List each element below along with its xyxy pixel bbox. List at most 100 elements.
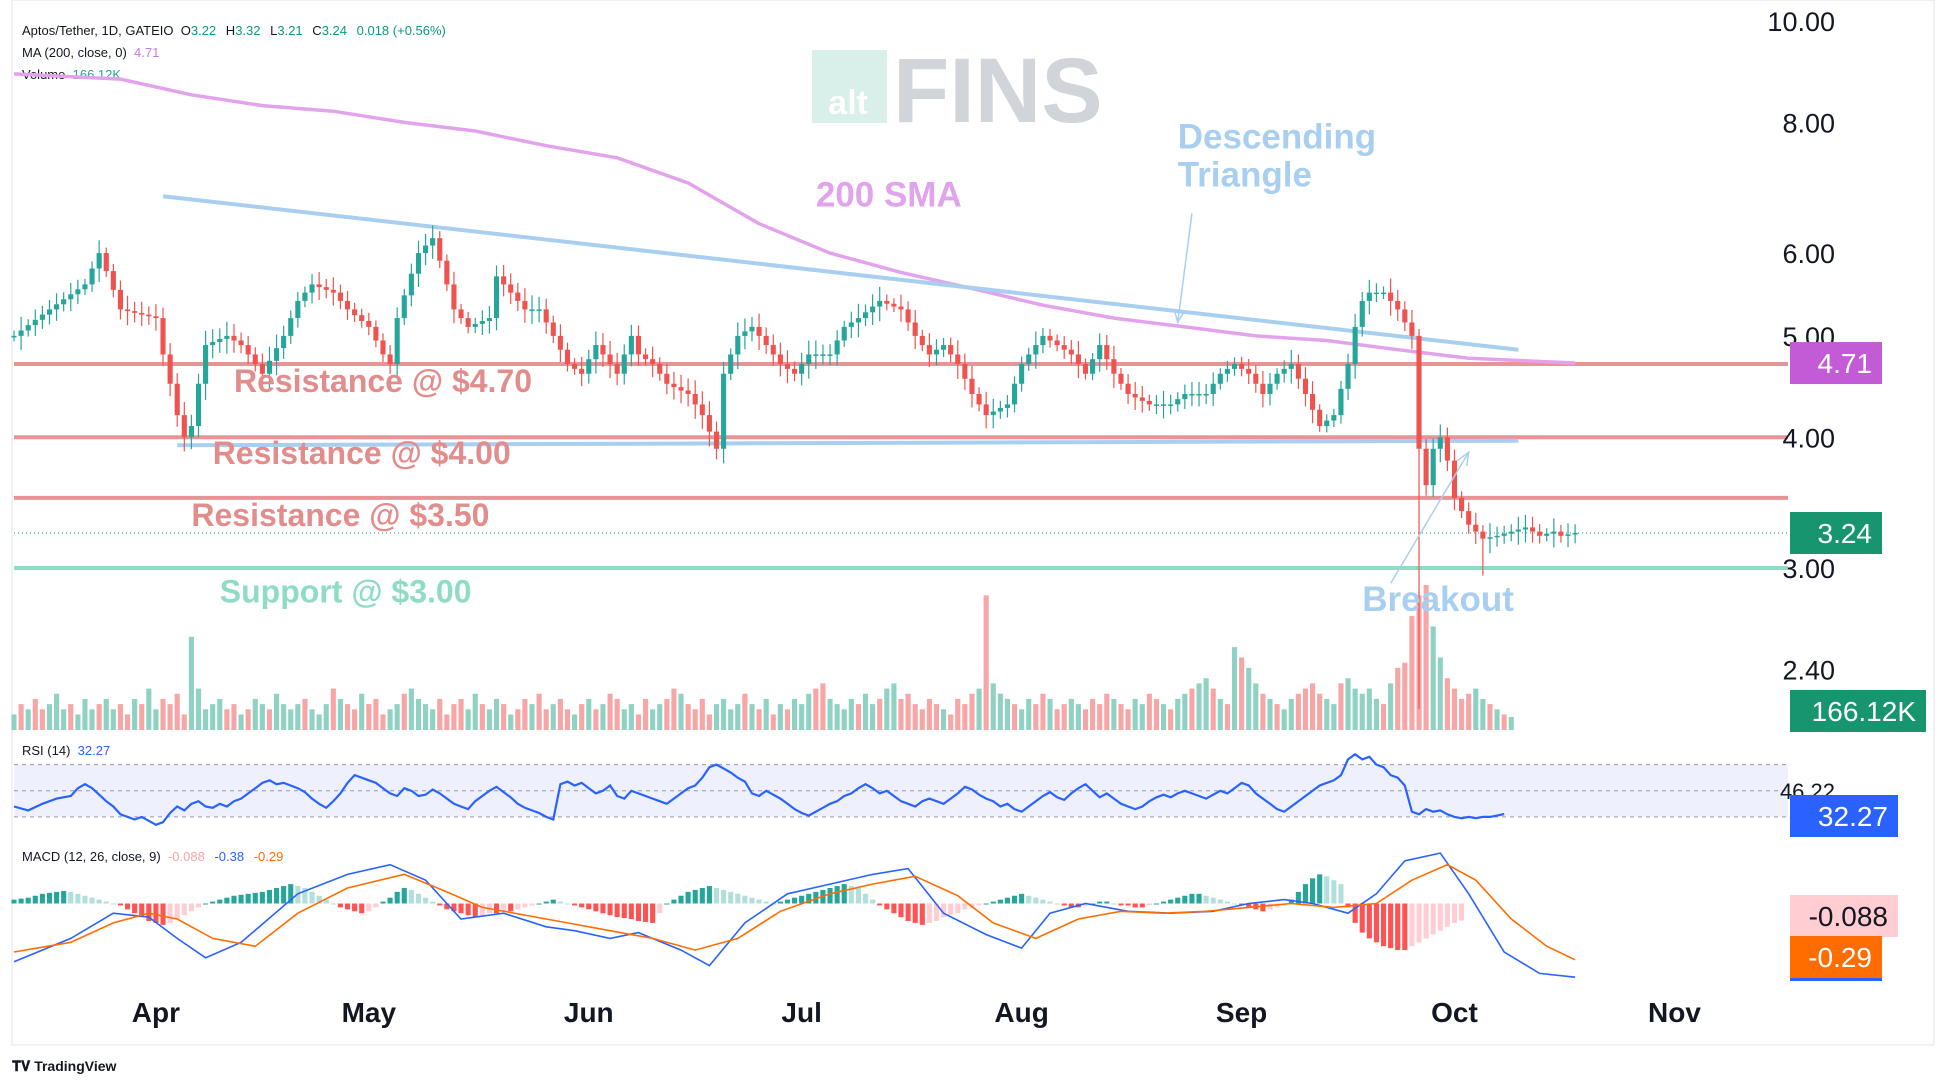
volume-bar: [309, 709, 315, 730]
candle-body: [1068, 349, 1074, 355]
candle-body: [713, 431, 720, 449]
candle-body: [1189, 393, 1195, 396]
volume-bar: [423, 704, 429, 730]
macd-histogram-bar: [302, 887, 308, 904]
volume-bar: [110, 709, 116, 730]
candle-body: [1310, 393, 1316, 410]
volume-bar: [1260, 693, 1266, 730]
volume-bar: [1366, 688, 1372, 730]
rsi-legend[interactable]: RSI (14) 32.27: [22, 742, 116, 759]
macd-histogram-bar: [1310, 878, 1316, 904]
volume-bar: [508, 714, 514, 730]
candle-body: [848, 322, 854, 327]
macd-histogram-bar: [735, 893, 741, 904]
volume-bar: [188, 636, 194, 730]
volume-bar: [124, 714, 131, 730]
volume-bar: [941, 709, 947, 730]
volume-bar: [1395, 667, 1401, 730]
price-tick-6: 2.40: [1782, 655, 1835, 685]
volume-bar: [323, 704, 329, 730]
candle-body: [281, 335, 287, 349]
candle-body: [614, 364, 620, 374]
candle-body: [557, 335, 563, 350]
macd-histogram-bar: [153, 903, 159, 923]
macd-histogram-bar: [1373, 903, 1379, 943]
macd-histogram-bar: [678, 895, 684, 904]
candle-body: [153, 316, 159, 319]
macd-histogram-bar: [806, 893, 812, 904]
price-tick-4: 4.00: [1782, 423, 1835, 453]
candle-body: [855, 318, 861, 323]
candle-body: [1097, 345, 1103, 360]
candle-body: [1395, 300, 1401, 310]
volume-bar: [1033, 704, 1039, 730]
macd-histogram-bar: [1047, 901, 1053, 904]
volume-bar: [721, 698, 727, 730]
candle-body: [1203, 393, 1209, 396]
macd-histogram-bar: [1189, 893, 1195, 904]
time-axis[interactable]: Apr May Jun Jul Aug Sep Oct Nov: [132, 997, 1702, 1028]
candle-body: [1288, 364, 1294, 369]
sma-200-line: [13, 72, 1576, 365]
macd-histogram-bar: [25, 897, 31, 904]
macd-pane: [11, 852, 1576, 978]
candle-body: [1125, 383, 1131, 394]
volume-bar: [1487, 704, 1493, 730]
candle-body: [110, 271, 116, 290]
volume-bar: [1104, 693, 1110, 730]
volume-bar: [1274, 704, 1280, 730]
macd-histogram-bar: [1444, 903, 1450, 927]
macd-histogram-bar: [784, 899, 791, 904]
ma-legend[interactable]: MA (200, close, 0) 4.71: [22, 44, 159, 61]
macd-histogram-bar: [884, 903, 890, 910]
macd-legend[interactable]: MACD (12, 26, close, 9) -0.088 -0.38 -0.…: [22, 848, 283, 865]
macd-histogram-bar: [479, 903, 485, 916]
macd-histogram-bar: [1331, 880, 1337, 904]
rsi-tag: 32.27: [1818, 801, 1888, 832]
watermark: alt FINS: [812, 40, 1103, 142]
price-tick-2: 6.00: [1782, 239, 1835, 269]
volume-bar: [174, 693, 180, 730]
macd-histogram-bar: [89, 897, 95, 904]
macd-histogram-bar: [124, 903, 131, 910]
tradingview-logo[interactable]: 𝐓𝐕 TradingView: [12, 1058, 116, 1075]
candle-body: [784, 364, 791, 369]
candle-body: [408, 273, 414, 296]
macd-histogram-bar: [905, 903, 911, 921]
macd-histogram-bar: [579, 903, 585, 908]
volume-bar: [621, 709, 627, 730]
candle-body: [564, 349, 571, 365]
candle-body: [948, 345, 954, 355]
macd-histogram-bar: [309, 891, 315, 904]
volume-bar: [1295, 693, 1301, 730]
macd-histogram-bar: [997, 899, 1003, 904]
candle-body: [976, 393, 982, 405]
macd-histogram-bar: [593, 903, 599, 912]
annotation-0: 200 SMA: [816, 175, 962, 214]
macd-histogram-bar: [1231, 903, 1238, 905]
volume-bar: [1373, 698, 1379, 730]
macd-histogram-bar: [685, 891, 691, 904]
high-label: H: [225, 23, 236, 38]
signal-line: [13, 863, 1576, 961]
candle-body: [1537, 531, 1543, 536]
volume-bar: [1239, 657, 1245, 730]
level-label-0: Resistance @ $4.70: [234, 363, 532, 399]
macd-histogram-bar: [792, 897, 798, 904]
volume-bar: [749, 704, 755, 730]
macd-histogram-bar: [1380, 903, 1387, 947]
time-label-sep: Sep: [1216, 997, 1267, 1028]
macd-histogram-bar: [990, 901, 996, 904]
volume-bar: [352, 709, 358, 730]
candle-body: [515, 292, 521, 301]
volume-bar: [557, 698, 563, 730]
volume-bar: [905, 693, 911, 730]
volume-bar: [46, 704, 53, 730]
volume-bar: [522, 698, 528, 730]
volume-bar: [266, 709, 273, 730]
rsi-tag-box: [1790, 795, 1898, 837]
macd-histogram-bar: [394, 891, 400, 904]
candle-body: [1572, 532, 1578, 535]
rsi-band: [14, 764, 1788, 818]
